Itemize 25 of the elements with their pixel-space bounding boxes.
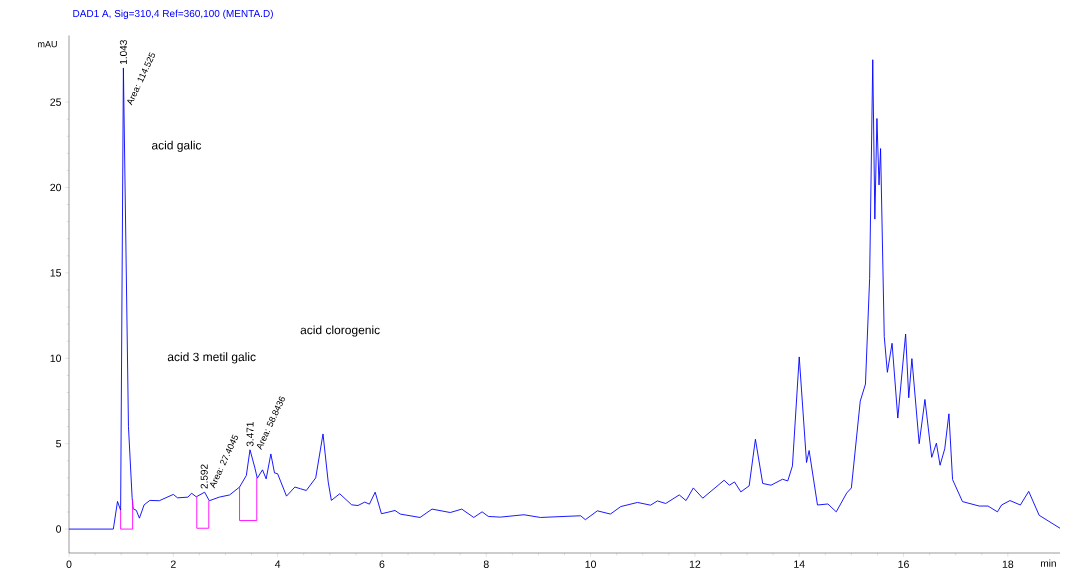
x-tick-label: 12: [689, 560, 701, 568]
x-tick-label: 10: [585, 560, 597, 568]
y-tick-label: 20: [50, 183, 62, 192]
annotation: 2.592: [200, 464, 208, 489]
x-tick-label: 2: [170, 560, 176, 568]
y-tick-label: 10: [50, 354, 62, 363]
x-tick-label: 4: [274, 560, 281, 568]
y-tick-label: 5: [56, 440, 62, 448]
x-tick-label: 0: [66, 560, 72, 568]
y-tick-label: 0: [56, 525, 62, 533]
x-tick-label: 18: [1002, 560, 1014, 568]
annotation: acid 3 metil galic: [167, 352, 256, 364]
x-tick-label: 16: [898, 560, 909, 568]
x-tick-label: 6: [379, 560, 385, 568]
annotation: acid clorogenic: [300, 325, 380, 337]
annotation: 1.043: [119, 40, 127, 64]
x-axis-title: min: [1041, 559, 1056, 567]
chart-title: DAD1 A, Sig=310,4 Ref=360,100 (MENTA.D): [73, 9, 273, 19]
x-tick-label: 8: [483, 560, 489, 568]
y-tick-label: 15: [50, 269, 62, 277]
y-tick-label: 25: [50, 98, 62, 106]
x-tick-label: 14: [794, 560, 805, 568]
annotation: acid galic: [151, 140, 202, 152]
annotation: 3.471: [246, 422, 254, 447]
y-axis-title: mAU: [38, 41, 57, 48]
